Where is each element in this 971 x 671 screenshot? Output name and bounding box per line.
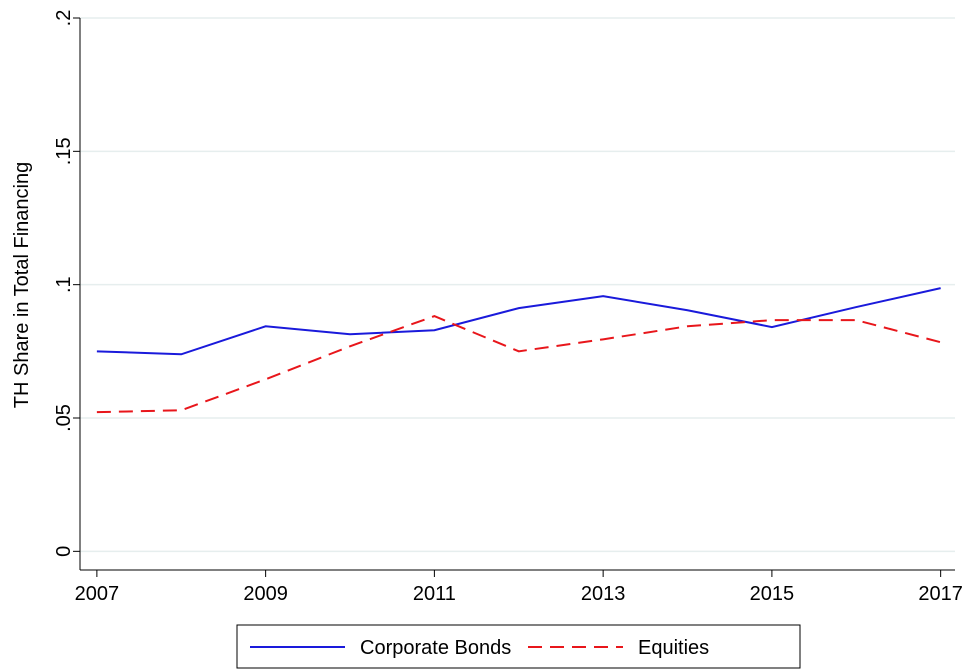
x-tick-label: 2013 (581, 583, 626, 605)
legend-label: Corporate Bonds (360, 637, 511, 659)
x-tick-label: 2009 (243, 583, 288, 605)
x-tick-label: 2007 (75, 583, 120, 605)
y-tick-label: 0 (53, 546, 75, 557)
x-tick-label: 2011 (413, 583, 456, 605)
x-tick-label: 2015 (750, 583, 795, 605)
y-tick-label: .15 (53, 137, 75, 165)
y-tick-label: .05 (53, 404, 75, 432)
series-line (96, 315, 941, 414)
y-axis-label: TH Share in Total Financing (11, 162, 33, 408)
x-tick-label: 2017 (918, 583, 963, 605)
y-tick-label: .2 (53, 10, 75, 27)
y-tick-label: .1 (53, 276, 75, 293)
legend-box (236, 624, 801, 669)
series-line (96, 287, 941, 356)
legend-label: Equities (638, 637, 709, 659)
